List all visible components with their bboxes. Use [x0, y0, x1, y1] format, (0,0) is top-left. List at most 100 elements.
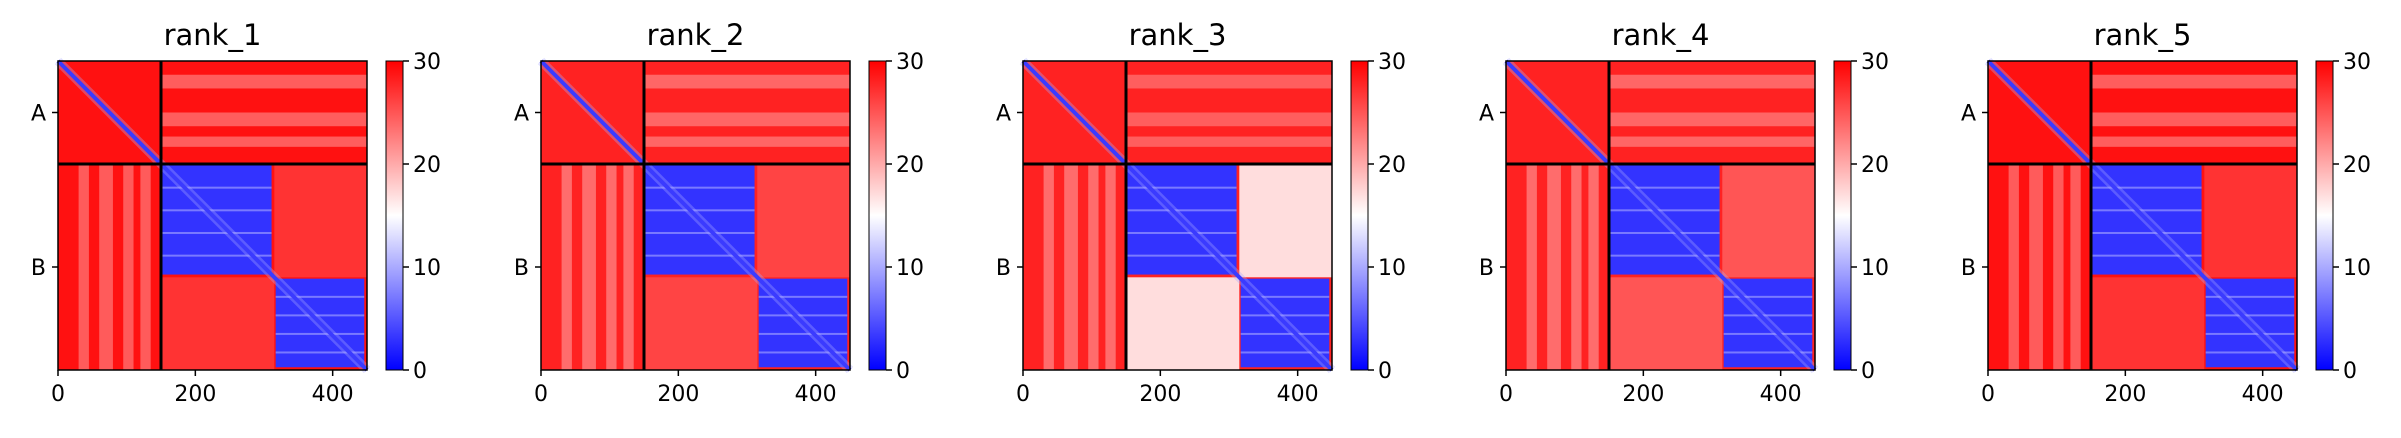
chainA-stripe-0 — [644, 74, 850, 89]
heatmap-frame — [540, 60, 851, 371]
domain-band — [1723, 332, 1813, 335]
domain-band — [162, 254, 272, 257]
domain-band — [1240, 314, 1330, 317]
y-tick-label: A — [1961, 102, 1976, 127]
inter-domain-block-lower — [1609, 277, 1723, 370]
colorbar-tick-label: 0 — [1378, 359, 1392, 384]
cross-stripe-3 — [623, 164, 634, 370]
domain-band — [2092, 209, 2202, 212]
cross-stripe-0 — [1526, 164, 1537, 370]
colorbar-tick-label: 10 — [413, 256, 441, 281]
heatmap-frame — [57, 60, 368, 371]
domain-band — [1127, 209, 1237, 212]
colorbar-tick-label: 20 — [896, 153, 924, 178]
colorbar-tick-label: 0 — [1861, 359, 1875, 384]
heatmap-panel-1: rank_1 A B 0 200 400 0 10 20 30 — [31, 18, 441, 407]
cross-stripe-0 — [78, 164, 89, 370]
y-tick-label: B — [1479, 256, 1494, 281]
diagonal-line — [1504, 59, 1817, 372]
inter-domain-block-lower — [2091, 277, 2205, 370]
cross-stripe-0 — [1043, 164, 1054, 370]
diagonal-halo — [1984, 57, 2301, 374]
heatmap-frame — [1022, 60, 1333, 371]
domain-band — [645, 231, 755, 234]
inter-domain-block-upper — [2204, 164, 2297, 278]
colorbar — [1350, 60, 1369, 371]
chainA-stripe-1 — [1126, 112, 1332, 127]
domain-band — [2205, 314, 2295, 317]
chainA-stripe-2 — [1609, 136, 1815, 147]
cross-stripe-2 — [1088, 164, 1099, 370]
cross-stripe-0 — [561, 164, 572, 370]
cross-stripe-3 — [2070, 164, 2081, 370]
diagonal-line — [539, 59, 852, 372]
chainA-stripe-1 — [161, 112, 367, 127]
domain-band — [275, 295, 365, 298]
chainA-stripe-1 — [2091, 112, 2297, 127]
heatmap-panel-3: rank_3 A B 0 200 400 0 10 20 30 — [996, 18, 1406, 407]
colorbar — [1833, 60, 1852, 371]
cross-stripe-1 — [99, 164, 113, 370]
x-tick-label: 0 — [1016, 382, 1030, 407]
y-tick-label: B — [1961, 256, 1976, 281]
colorbar-tick-label: 30 — [1378, 50, 1406, 75]
x-tick-label: 400 — [795, 382, 837, 407]
cross-stripe-1 — [1064, 164, 1078, 370]
inter-domain-block-lower — [1126, 277, 1240, 370]
domain-band — [162, 186, 272, 189]
domain-band — [2092, 231, 2202, 234]
panel-title: rank_1 — [164, 18, 262, 52]
domain-band — [645, 186, 755, 189]
inter-domain-block-lower — [644, 277, 758, 370]
y-tick-label: A — [31, 102, 46, 127]
domain-band — [1723, 351, 1813, 354]
colorbar-tick-label: 20 — [2343, 153, 2371, 178]
x-tick-label: 400 — [1277, 382, 1319, 407]
chainA-stripe-1 — [644, 112, 850, 127]
y-tick-label: A — [1479, 102, 1494, 127]
colorbar-tick-label: 0 — [896, 359, 910, 384]
diagonal-halo — [1019, 57, 1336, 374]
domain-band — [1723, 295, 1813, 298]
domain-band — [162, 209, 272, 212]
domain-band — [1610, 209, 1720, 212]
colorbar — [2315, 60, 2334, 371]
colorbar-tick-label: 20 — [1378, 153, 1406, 178]
y-tick-label: B — [31, 256, 46, 281]
cross-stripe-0 — [2008, 164, 2019, 370]
colorbar-tick-label: 30 — [413, 50, 441, 75]
inter-domain-block-upper — [274, 164, 367, 278]
colorbar — [868, 60, 887, 371]
x-tick-label: 200 — [2104, 382, 2146, 407]
domain-band — [275, 332, 365, 335]
chainA-stripe-2 — [2091, 136, 2297, 147]
panel-title: rank_3 — [1129, 18, 1227, 52]
y-tick-label: B — [996, 256, 1011, 281]
colorbar-tick-label: 20 — [413, 153, 441, 178]
cross-stripe-3 — [1588, 164, 1599, 370]
chainA-stripe-2 — [1126, 136, 1332, 147]
domain-band — [645, 254, 755, 257]
domain-band — [1610, 186, 1720, 189]
x-tick-label: 200 — [1139, 382, 1181, 407]
colorbar-tick-label: 30 — [2343, 50, 2371, 75]
diagonal-halo — [1502, 57, 1819, 374]
cross-stripe-2 — [606, 164, 617, 370]
colorbar-tick-label: 10 — [2343, 256, 2371, 281]
colorbar — [385, 60, 404, 371]
domain-band — [1127, 186, 1237, 189]
domain-band — [2092, 254, 2202, 257]
domain-band — [2205, 351, 2295, 354]
cross-stripe-1 — [582, 164, 596, 370]
cross-stripe-2 — [2053, 164, 2064, 370]
diagonal-halo — [537, 57, 854, 374]
domain-band — [2205, 332, 2295, 335]
cross-stripe-2 — [1571, 164, 1582, 370]
domain-band — [1240, 332, 1330, 335]
colorbar-tick-label: 0 — [2343, 359, 2357, 384]
inter-domain-block-upper — [1239, 164, 1332, 278]
heatmap-frame — [1505, 60, 1816, 371]
colorbar-tick-label: 20 — [1861, 153, 1889, 178]
domain-band — [275, 314, 365, 317]
